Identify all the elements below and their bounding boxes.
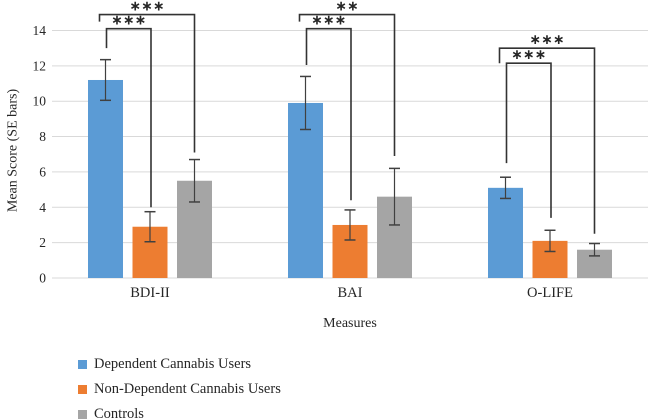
x-category-label: O-LIFE — [527, 285, 573, 301]
legend-item: Controls — [78, 402, 281, 420]
legend-swatch — [78, 410, 87, 419]
significance-label: ∗∗ — [335, 0, 358, 15]
y-tick-label: 2 — [39, 235, 46, 250]
significance-label: ∗∗∗ — [511, 47, 546, 63]
bar — [488, 187, 523, 278]
significance-bracket — [505, 62, 552, 218]
legend-label: Controls — [94, 406, 144, 420]
legend-label: Non-Dependent Cannabis Users — [94, 381, 281, 397]
significance-label: ∗∗∗ — [311, 13, 346, 29]
legend-swatch — [78, 360, 87, 369]
y-tick-label: 4 — [39, 200, 46, 215]
significance-bracket — [298, 13, 396, 157]
y-tick-label: 8 — [39, 129, 46, 144]
legend-item: Dependent Cannabis Users — [78, 352, 281, 377]
y-tick-label: 14 — [33, 23, 47, 38]
y-axis-title: Mean Score (SE bars) — [5, 88, 21, 213]
significance-label: ∗∗∗ — [111, 13, 146, 29]
significance-bracket — [305, 27, 352, 201]
x-axis-title: Measures — [323, 316, 377, 331]
bar — [88, 79, 123, 278]
significance-label: ∗∗∗ — [529, 32, 564, 48]
y-tick-label: 6 — [39, 164, 46, 179]
significance-label: ∗∗∗ — [129, 0, 164, 15]
bar — [288, 102, 323, 278]
y-tick-label: 12 — [33, 58, 47, 73]
significance-bracket — [105, 27, 152, 208]
x-category-label: BAI — [338, 285, 363, 301]
x-category-label: BDI-II — [130, 285, 170, 301]
y-tick-label: 0 — [39, 271, 46, 286]
y-tick-label: 10 — [33, 94, 47, 109]
legend: Dependent Cannabis Users Non-Dependent Ca… — [78, 352, 281, 420]
legend-swatch — [78, 385, 87, 394]
significance-bracket — [98, 13, 196, 153]
legend-label: Dependent Cannabis Users — [94, 356, 252, 372]
significance-bracket — [498, 47, 596, 234]
legend-item: Non-Dependent Cannabis Users — [78, 377, 281, 402]
